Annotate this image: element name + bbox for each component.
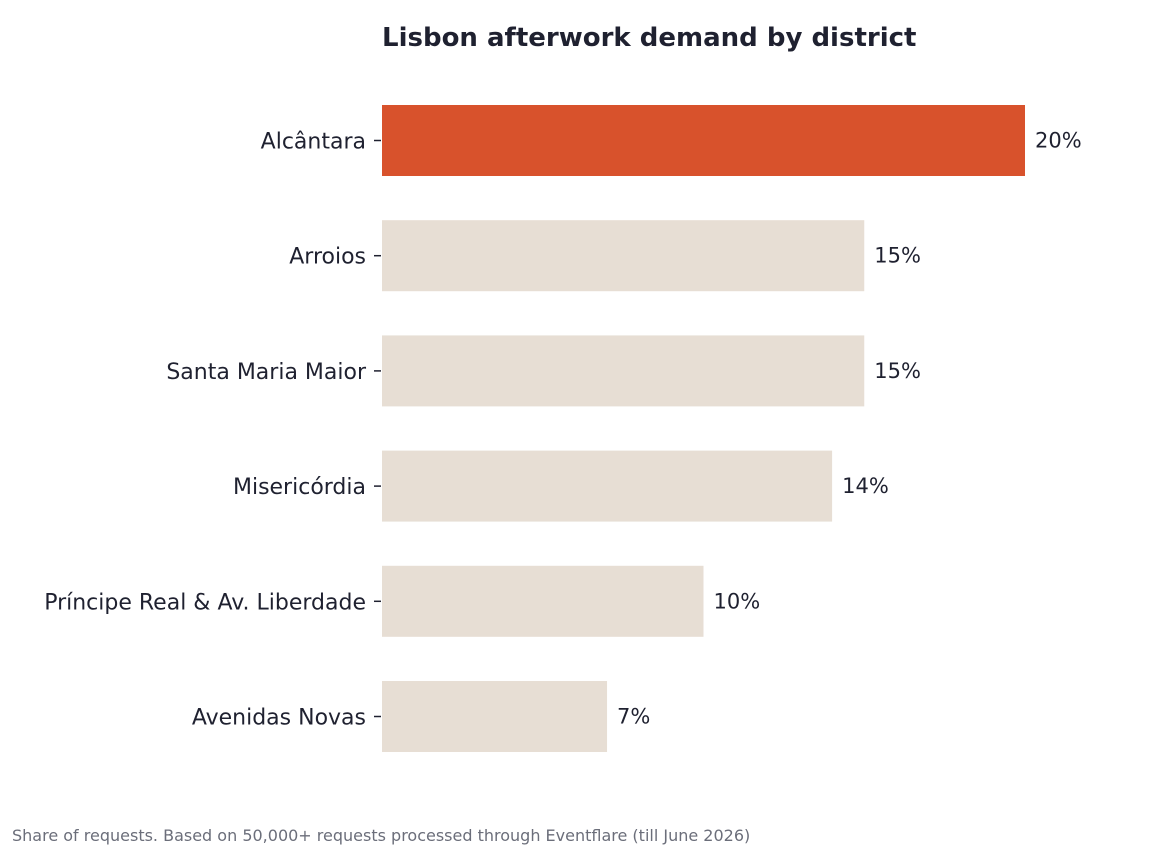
- category-label-1: Arroios: [289, 245, 366, 270]
- bars-group: Alcântara 20% Arroios 15% Santa Maria Maior 1…: [44, 105, 1082, 752]
- category-label-3: Misericórdia: [233, 475, 366, 500]
- value-label-5: 7%: [617, 705, 650, 729]
- category-label-0: Alcântara: [261, 130, 366, 155]
- bar-4: [382, 565, 704, 637]
- chart-title: Lisbon afterwork demand by district: [382, 23, 916, 53]
- bar-2: [382, 335, 865, 407]
- value-label-4: 10%: [714, 589, 761, 613]
- value-label-1: 15%: [874, 244, 921, 268]
- bar-1: [382, 220, 865, 292]
- bar-3: [382, 450, 833, 522]
- bar-0: [382, 105, 1025, 176]
- value-label-3: 14%: [842, 474, 889, 498]
- footnote: Share of requests. Based on 50,000+ requ…: [12, 826, 750, 845]
- category-label-4: Príncipe Real & Av. Liberdade: [44, 590, 366, 615]
- category-label-2: Santa Maria Maior: [166, 360, 367, 385]
- category-label-5: Avenidas Novas: [192, 706, 366, 731]
- value-label-0: 20%: [1035, 129, 1082, 153]
- bar-5: [382, 681, 608, 752]
- value-label-2: 15%: [874, 359, 921, 383]
